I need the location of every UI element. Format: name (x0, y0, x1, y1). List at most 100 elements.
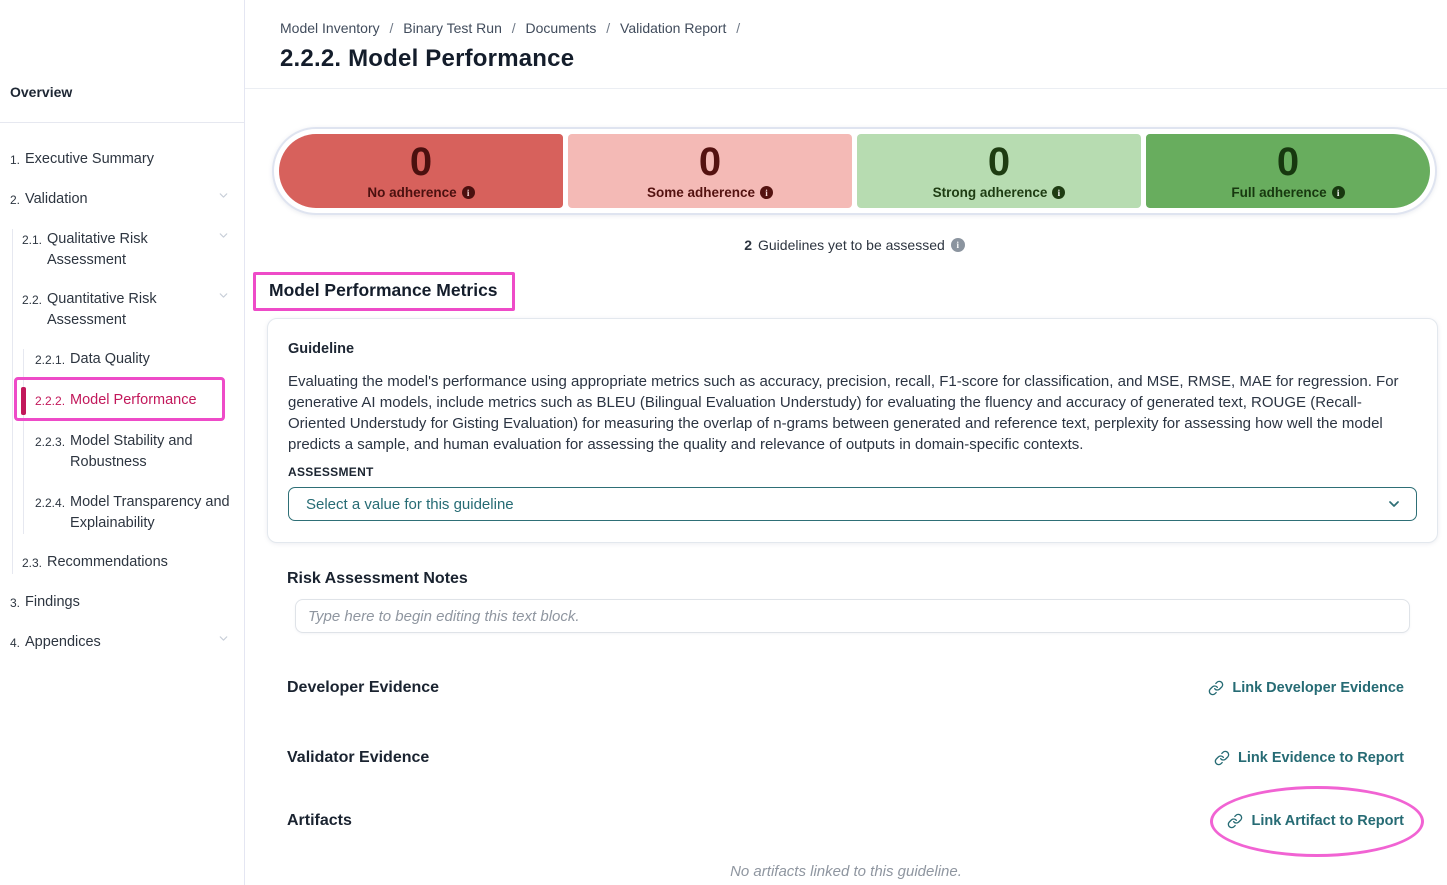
item-number: 2. (10, 193, 21, 207)
link-chain-icon (1214, 750, 1230, 766)
adherence-card-some-adherence: 0 Some adherence (568, 134, 852, 208)
chevron-down-icon (217, 229, 244, 248)
adherence-card-no-adherence: 0 No adherence (279, 134, 563, 208)
notes-input[interactable] (295, 599, 1410, 633)
item-number: 1. (10, 153, 21, 167)
item-label: Qualitative Risk Assessment (47, 231, 148, 268)
chevron-down-icon (217, 189, 244, 208)
sidebar-item-quantitative-risk[interactable]: 2.2. Quantitative Risk Assessment (13, 289, 244, 331)
link-developer-evidence-button[interactable]: Link Developer Evidence (1208, 680, 1404, 696)
sidebar-item-model-performance[interactable]: 2.2.2. Model Performance (14, 377, 244, 421)
page-title: 2.2.2. Model Performance (280, 45, 575, 72)
risk-assessment-notes-section: Risk Assessment Notes (287, 570, 1410, 633)
item-label: Executive Summary (25, 151, 154, 167)
artifacts-row: Artifacts Link Artifact to Report (287, 786, 1424, 857)
artifacts-empty-message: No artifacts linked to this guideline. (730, 863, 962, 880)
item-number: 4. (10, 636, 21, 650)
chevron-down-icon (217, 632, 244, 651)
breadcrumb: Model Inventory / Binary Test Run / Docu… (280, 20, 1447, 36)
adherence-count: 0 (698, 140, 722, 184)
sidebar-item-model-transparency[interactable]: 2.2.4. Model Transparency and Explainabi… (24, 492, 244, 534)
link-label: Link Artifact to Report (1251, 813, 1404, 829)
item-label: Findings (25, 594, 80, 610)
adherence-summary: 0 No adherence 0 Some adherence 0 Strong… (272, 127, 1437, 253)
item-label: Model Stability and Robustness (70, 433, 193, 470)
sidebar-item-findings[interactable]: 3. Findings (0, 592, 244, 614)
guideline-heading: Guideline (288, 341, 355, 357)
breadcrumb-separator: / (736, 20, 741, 36)
sidebar-item-recommendations[interactable]: 2.3. Recommendations (13, 552, 244, 574)
sidebar-item-model-stability[interactable]: 2.2.3. Model Stability and Robustness (24, 431, 244, 473)
breadcrumb-model-inventory[interactable]: Model Inventory (280, 20, 380, 36)
sidebar-item-appendices[interactable]: 4. Appendices (0, 632, 244, 654)
info-icon[interactable] (1052, 186, 1066, 199)
link-evidence-to-report-button[interactable]: Link Evidence to Report (1214, 750, 1404, 766)
sidebar-overview[interactable]: Overview (10, 84, 73, 100)
developer-evidence-heading: Developer Evidence (287, 679, 440, 696)
item-label: Model Performance (70, 392, 197, 408)
sidebar-nav: 1. Executive Summary 2. Validation 2.1. … (0, 149, 244, 654)
validator-evidence-heading: Validator Evidence (287, 749, 430, 766)
guideline-card: Guideline Evaluating the model's perform… (267, 318, 1438, 543)
chevron-down-icon (1386, 496, 1402, 512)
developer-evidence-row: Developer Evidence Link Developer Eviden… (287, 679, 1404, 697)
breadcrumb-separator: / (389, 20, 394, 36)
breadcrumb-separator: / (606, 20, 611, 36)
sidebar-item-data-quality[interactable]: 2.2.1. Data Quality (24, 349, 244, 371)
adherence-label: Strong adherence (932, 185, 1048, 200)
item-number: 3. (10, 596, 21, 610)
breadcrumb-validation-report[interactable]: Validation Report (620, 20, 727, 36)
item-number: 2.2. (22, 293, 43, 307)
info-icon[interactable] (461, 186, 475, 199)
item-number: 2.3. (22, 556, 43, 570)
breadcrumb-documents[interactable]: Documents (525, 20, 597, 36)
guideline-text: Evaluating the model's performance using… (288, 373, 1399, 453)
link-chain-icon (1209, 680, 1224, 696)
adherence-label: Some adherence (646, 185, 756, 200)
item-number: 2.2.4. (35, 496, 66, 510)
link-artifact-to-report-button[interactable]: Link Artifact to Report (1227, 813, 1404, 829)
sidebar: Overview 1. Executive Summary 2. Validat… (0, 0, 245, 885)
sidebar-item-qualitative-risk[interactable]: 2.1. Qualitative Risk Assessment (13, 229, 244, 271)
sidebar-group-validation: 2.1. Qualitative Risk Assessment 2.2. Qu… (12, 229, 244, 574)
assessment-select[interactable]: Select a value for this guideline (288, 487, 1417, 521)
item-number: 2.2.1. (35, 353, 66, 367)
adherence-count: 0 (1276, 140, 1300, 184)
section-title: Model Performance Metrics (269, 280, 498, 300)
info-icon[interactable] (1331, 186, 1345, 199)
pending-label: Guidelines yet to be assessed (758, 237, 945, 253)
adherence-card-full-adherence: 0 Full adherence (1146, 134, 1430, 208)
assessment-label: ASSESSMENT (288, 465, 374, 479)
validator-evidence-row: Validator Evidence Link Evidence to Repo… (287, 749, 1404, 767)
breadcrumb-separator: / (511, 20, 516, 36)
adherence-label: No adherence (367, 185, 457, 200)
info-icon[interactable] (950, 238, 965, 252)
sidebar-divider (0, 122, 244, 123)
chevron-down-icon (217, 289, 244, 308)
guidelines-pending-status: 2 Guidelines yet to be assessed (272, 237, 1437, 253)
adherence-card-strong-adherence: 0 Strong adherence (857, 134, 1141, 208)
adherence-bar: 0 No adherence 0 Some adherence 0 Strong… (272, 127, 1437, 215)
assessment-select-placeholder: Select a value for this guideline (306, 495, 514, 513)
item-label: Recommendations (47, 554, 168, 570)
main-content: Model Inventory / Binary Test Run / Docu… (245, 0, 1447, 885)
item-label: Appendices (25, 634, 101, 650)
adherence-count: 0 (987, 140, 1011, 184)
active-indicator-bar (21, 387, 26, 415)
sidebar-item-executive-summary[interactable]: 1. Executive Summary (0, 149, 244, 171)
adherence-label: Full adherence (1231, 185, 1327, 200)
item-label: Data Quality (70, 351, 150, 367)
item-number: 2.2.3. (35, 435, 66, 449)
item-number: 2.2.2. (35, 394, 66, 408)
item-label: Quantitative Risk Assessment (47, 291, 157, 328)
link-label: Link Evidence to Report (1238, 750, 1404, 766)
artifacts-heading: Artifacts (287, 812, 352, 829)
sidebar-item-validation[interactable]: 2. Validation (0, 189, 244, 211)
pending-count: 2 (744, 237, 752, 253)
breadcrumb-binary-test-run[interactable]: Binary Test Run (403, 20, 502, 36)
info-icon[interactable] (760, 186, 774, 199)
adherence-count: 0 (409, 140, 433, 184)
page-header: Model Inventory / Binary Test Run / Docu… (245, 0, 1447, 89)
link-chain-icon (1228, 813, 1243, 829)
